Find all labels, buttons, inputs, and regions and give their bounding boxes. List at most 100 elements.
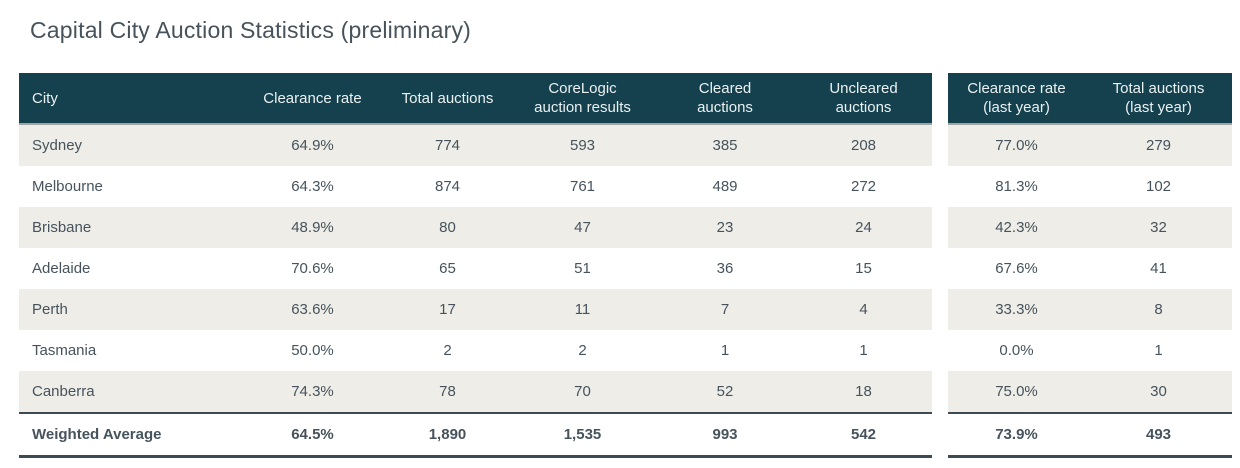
table-row: Sydney 64.9% 774 593 385 208 77.0% 279: [19, 124, 1232, 166]
column-header-label: City: [32, 89, 58, 107]
table-row: Brisbane 48.9% 80 47 23 24 42.3% 32: [19, 207, 1232, 248]
value-cell: 993: [655, 412, 795, 458]
value-cell: 18: [795, 371, 932, 413]
value-cell: 80: [385, 207, 510, 248]
value-cell: 493: [1085, 412, 1232, 458]
value-cell: 2: [385, 330, 510, 371]
value-cell: 36: [655, 248, 795, 289]
header-row: City Clearance rate Total auctions CoreL…: [19, 73, 1232, 125]
value-cell: 761: [510, 166, 655, 207]
value-cell: 1: [1085, 330, 1232, 371]
value-cell: 52: [655, 371, 795, 413]
value-cell: 272: [795, 166, 932, 207]
value-cell: 75.0%: [948, 371, 1085, 413]
table-row: Perth 63.6% 17 11 7 4 33.3% 8: [19, 289, 1232, 330]
value-cell: 102: [1085, 166, 1232, 207]
section-gap: [932, 289, 948, 330]
section-gap: [932, 330, 948, 371]
table-header: City Clearance rate Total auctions CoreL…: [19, 73, 1232, 125]
value-cell: 50.0%: [240, 330, 385, 371]
total-row: Weighted Average 64.5% 1,890 1,535 993 542 73.…: [19, 412, 1232, 458]
city-cell: Adelaide: [19, 248, 240, 289]
value-cell: 64.9%: [240, 124, 385, 166]
column-header-cleared-auctions: Cleared auctions: [655, 73, 795, 125]
value-cell: 42.3%: [948, 207, 1085, 248]
value-cell: 15: [795, 248, 932, 289]
section-gap: [932, 413, 948, 457]
value-cell: 33.3%: [948, 289, 1085, 330]
section-gap: [932, 73, 948, 124]
section-gap: [932, 371, 948, 413]
city-cell: Tasmania: [19, 330, 240, 371]
value-cell: 8: [1085, 289, 1232, 330]
section-gap: [932, 124, 948, 166]
value-cell: 4: [795, 289, 932, 330]
column-header-label: Uncleared auctions: [829, 80, 898, 116]
value-cell: 47: [510, 207, 655, 248]
value-cell: 7: [655, 289, 795, 330]
value-cell: 70.6%: [240, 248, 385, 289]
value-cell: 51: [510, 248, 655, 289]
table-row: Adelaide 70.6% 65 51 36 15 67.6% 41: [19, 248, 1232, 289]
value-cell: 11: [510, 289, 655, 330]
column-header-label: Cleared auctions: [697, 80, 753, 116]
value-cell: 874: [385, 166, 510, 207]
value-cell: 24: [795, 207, 932, 248]
value-cell: 74.3%: [240, 371, 385, 413]
value-cell: 0.0%: [948, 330, 1085, 371]
value-cell: 78: [385, 371, 510, 413]
value-cell: 41: [1085, 248, 1232, 289]
value-cell: 64.5%: [240, 412, 385, 458]
value-cell: 63.6%: [240, 289, 385, 330]
city-cell: Brisbane: [19, 207, 240, 248]
column-header-clearance-rate-last-year: Clearance rate (last year): [948, 73, 1085, 125]
value-cell: 32: [1085, 207, 1232, 248]
value-cell: 208: [795, 124, 932, 166]
value-cell: 1: [795, 330, 932, 371]
value-cell: 17: [385, 289, 510, 330]
city-cell: Perth: [19, 289, 240, 330]
value-cell: 67.6%: [948, 248, 1085, 289]
city-cell: Melbourne: [19, 166, 240, 207]
value-cell: 1,535: [510, 412, 655, 458]
table-row: Canberra 74.3% 78 70 52 18 75.0% 30: [19, 371, 1232, 413]
city-cell: Canberra: [19, 371, 240, 413]
value-cell: 1,890: [385, 412, 510, 458]
value-cell: 385: [655, 124, 795, 166]
section-gap: [932, 207, 948, 248]
value-cell: 64.3%: [240, 166, 385, 207]
column-header-label: Total auctions (last year): [1112, 80, 1205, 116]
column-header-label: Total auctions: [401, 89, 494, 107]
value-cell: 73.9%: [948, 412, 1085, 458]
value-cell: 489: [655, 166, 795, 207]
column-header-total-auctions: Total auctions: [385, 73, 510, 125]
value-cell: 81.3%: [948, 166, 1085, 207]
value-cell: 23: [655, 207, 795, 248]
auction-stats-table: City Clearance rate Total auctions CoreL…: [19, 73, 1232, 458]
city-cell: Weighted Average: [19, 412, 240, 458]
section-gap: [932, 166, 948, 207]
value-cell: 774: [385, 124, 510, 166]
column-header-city: City: [19, 73, 240, 125]
value-cell: 2: [510, 330, 655, 371]
page-title: Capital City Auction Statistics (prelimi…: [30, 17, 472, 43]
value-cell: 279: [1085, 124, 1232, 166]
value-cell: 593: [510, 124, 655, 166]
city-cell: Sydney: [19, 124, 240, 166]
value-cell: 70: [510, 371, 655, 413]
column-header-label: Clearance rate: [263, 89, 362, 107]
value-cell: 30: [1085, 371, 1232, 413]
column-header-label: CoreLogic auction results: [534, 80, 631, 116]
value-cell: 48.9%: [240, 207, 385, 248]
value-cell: 77.0%: [948, 124, 1085, 166]
column-header-clearance-rate: Clearance rate: [240, 73, 385, 125]
table-row: Tasmania 50.0% 2 2 1 1 0.0% 1: [19, 330, 1232, 371]
column-header-label: Clearance rate (last year): [967, 80, 1066, 116]
value-cell: 1: [655, 330, 795, 371]
column-header-corelogic-auction-results: CoreLogic auction results: [510, 73, 655, 125]
column-header-total-auctions-last-year: Total auctions (last year): [1085, 73, 1232, 125]
table-row: Melbourne 64.3% 874 761 489 272 81.3% 102: [19, 166, 1232, 207]
section-gap: [932, 248, 948, 289]
value-cell: 542: [795, 412, 932, 458]
